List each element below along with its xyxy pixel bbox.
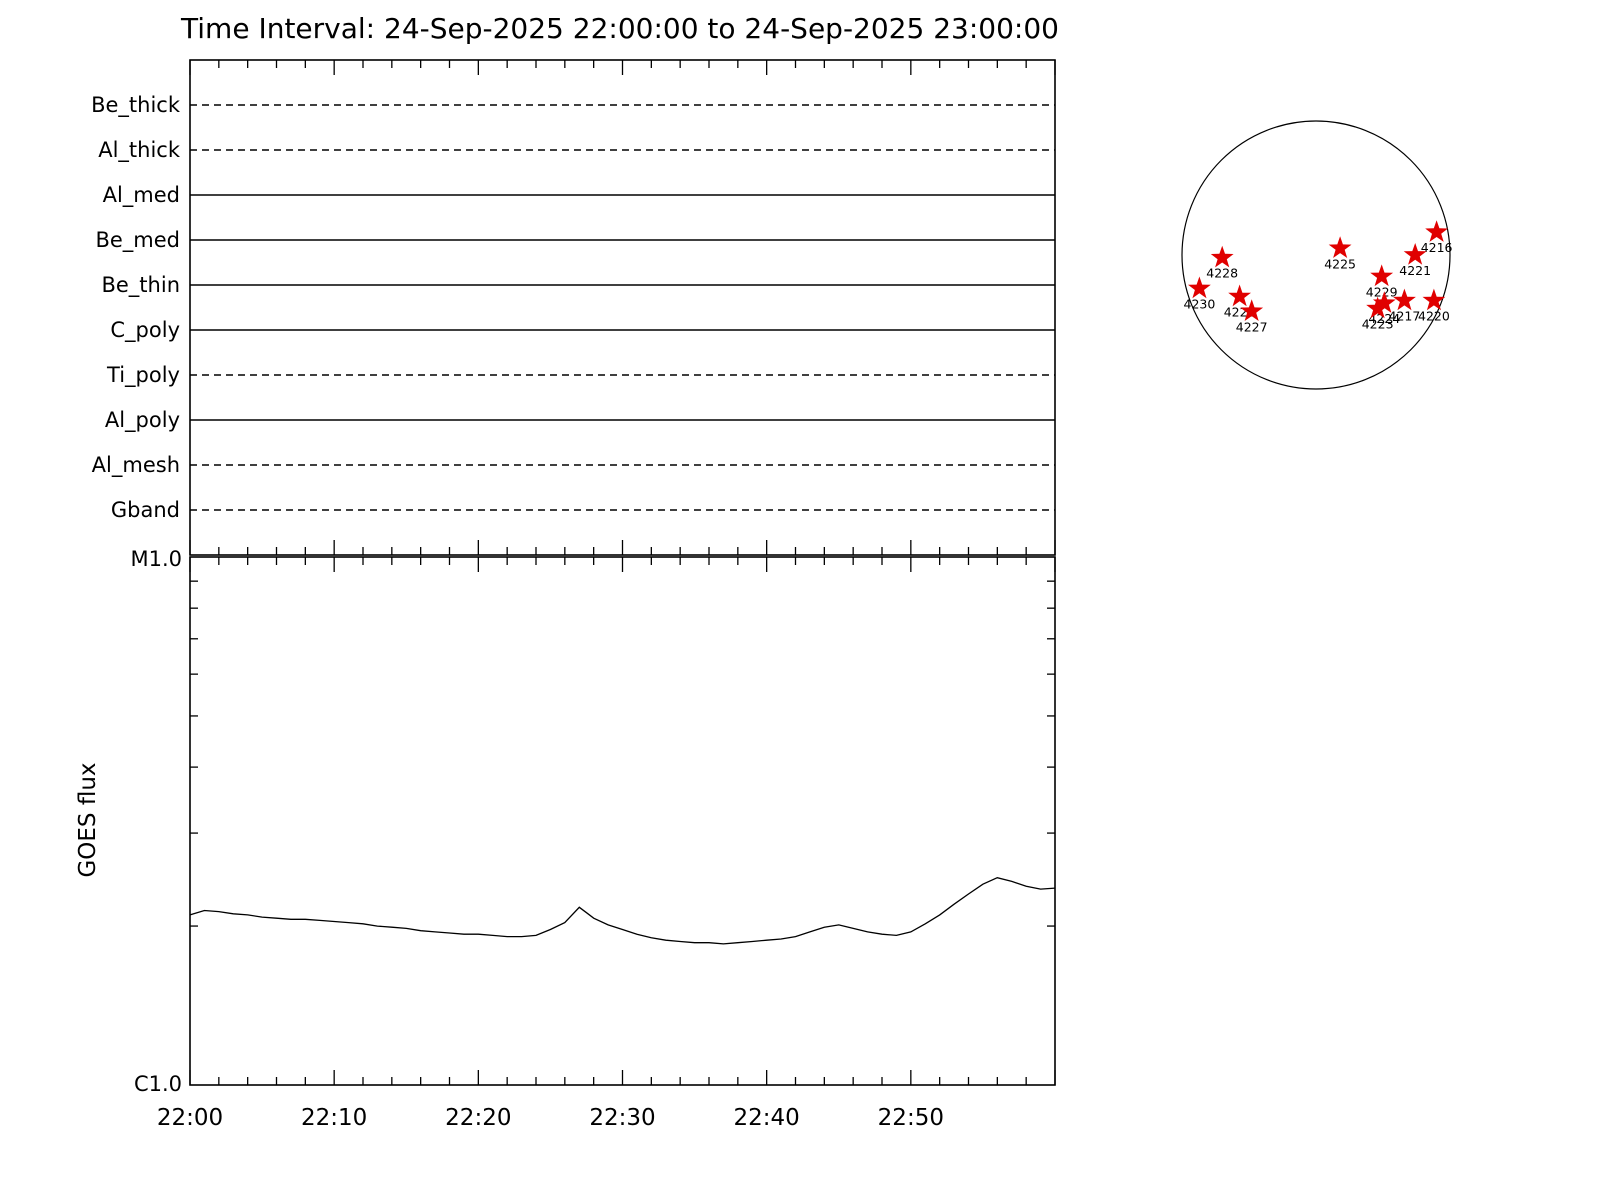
- x-tick-label-22:40: 22:40: [734, 1105, 800, 1131]
- active-region-star-4229: [1370, 264, 1394, 287]
- x-tick-label-22:30: 22:30: [589, 1105, 655, 1131]
- active-region-star-4227: [1240, 299, 1264, 321]
- active-region-star-4230: [1188, 276, 1211, 299]
- active-region-star-4216: [1425, 220, 1448, 242]
- chart-title: Time Interval: 24-Sep-2025 22:00:00 to 2…: [181, 12, 1059, 45]
- active-region-label-4224: 4224: [1368, 311, 1400, 326]
- active-region-star-4224: [1372, 291, 1396, 313]
- active-region-star-4220: [1422, 288, 1446, 311]
- active-region-label-4216: 4216: [1421, 240, 1453, 255]
- active-region-label-4221: 4221: [1399, 263, 1431, 278]
- goes-flux-curve: [189, 877, 1056, 945]
- x-tick-label-22:20: 22:20: [445, 1105, 511, 1131]
- active-region-label-4225: 4225: [1324, 256, 1356, 271]
- filter-label-C_poly: C_poly: [110, 318, 180, 343]
- x-tick-label-22:00: 22:00: [157, 1105, 223, 1131]
- filter-label-Al_med: Al_med: [103, 183, 180, 208]
- filter-label-Al_poly: Al_poly: [105, 408, 180, 433]
- filter-label-Ti_poly: Ti_poly: [106, 363, 180, 388]
- filter-label-Al_mesh: Al_mesh: [92, 453, 180, 478]
- goes-panel-border: [189, 556, 1056, 1086]
- filter-panel-border: [189, 59, 1056, 556]
- active-region-label-4220: 4220: [1418, 309, 1450, 324]
- active-region-label-4228: 4228: [1206, 266, 1238, 281]
- active-region-star-4226: [1228, 284, 1251, 307]
- solar-limb-circle: [1181, 120, 1451, 390]
- active-region-label-4229: 4229: [1366, 284, 1398, 299]
- filter-label-Be_med: Be_med: [95, 228, 180, 253]
- x-tick-label-22:10: 22:10: [301, 1105, 367, 1131]
- y-top-label: M1.0: [130, 547, 182, 571]
- active-region-label-4217: 4217: [1389, 309, 1421, 324]
- y-bottom-label: C1.0: [134, 1072, 182, 1096]
- active-region-star-4217: [1393, 288, 1416, 311]
- active-region-star-4221: [1403, 243, 1427, 265]
- filter-label-Al_thick: Al_thick: [98, 138, 181, 163]
- filter-label-Be_thin: Be_thin: [101, 273, 180, 298]
- active-region-star-4225: [1328, 236, 1352, 258]
- filter-label-Gband: Gband: [111, 498, 180, 522]
- active-region-star-4228: [1210, 245, 1234, 268]
- active-region-label-4223: 4223: [1362, 317, 1394, 332]
- active-region-star-4223: [1366, 296, 1390, 319]
- active-region-label-4227: 4227: [1236, 319, 1268, 334]
- x-tick-label-22:50: 22:50: [878, 1105, 944, 1131]
- filter-label-Be_thick: Be_thick: [91, 93, 181, 118]
- active-region-label-4230: 4230: [1184, 297, 1216, 312]
